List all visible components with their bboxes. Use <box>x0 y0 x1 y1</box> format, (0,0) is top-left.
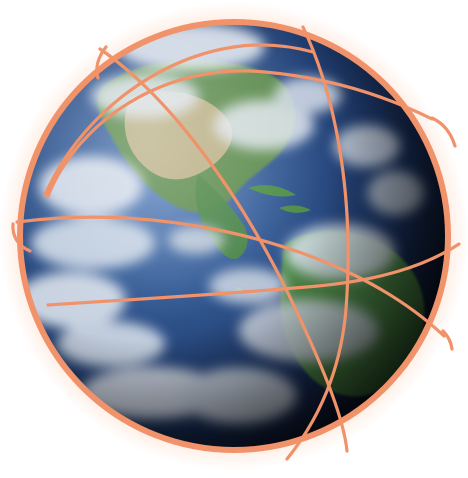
orbit-lines <box>11 19 461 461</box>
